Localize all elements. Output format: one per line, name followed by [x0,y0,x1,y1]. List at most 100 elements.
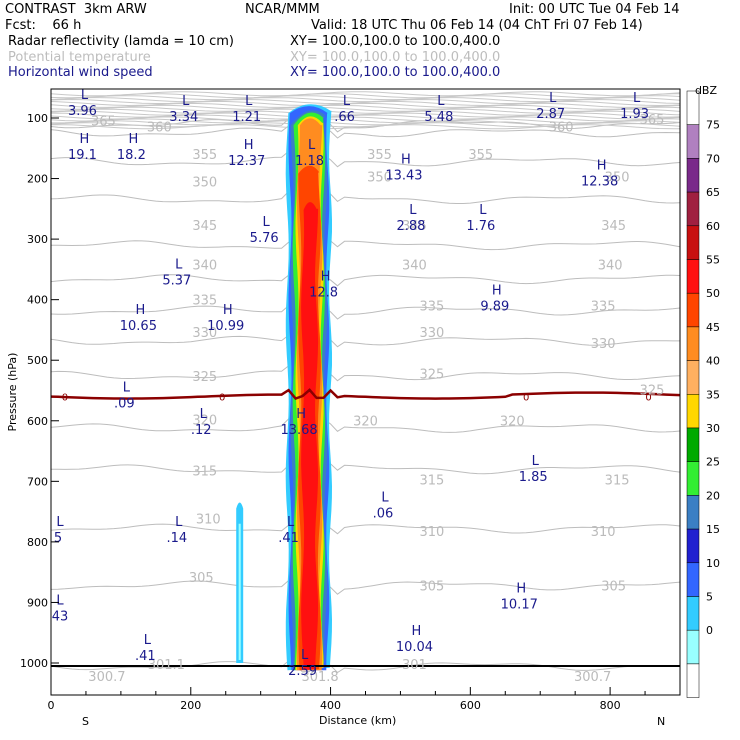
colorbar-label-5: 5 [706,591,713,604]
wind-extremum-kind: H [321,270,331,285]
isentrope-320 [51,418,680,433]
zero-contour [51,388,680,400]
isentrope-360 [51,125,680,139]
wind-extremum-9: H12.37 [228,138,265,169]
colorbar-bin-5 [686,259,700,294]
theta-label-12: 305 [189,571,214,586]
theta-label-5: 340 [192,258,217,273]
valid-time: Valid: 18 UTC Thu 06 Feb 14 (04 ChT Fri … [311,18,643,33]
wind-extremum-28: L.41 [278,515,299,546]
colorbar-label-70: 70 [706,152,720,165]
y-tick-label-800: 800 [27,536,48,549]
wind-extremum-value: 10.17 [501,597,538,612]
theta-label-32: 335 [419,300,444,315]
wind-extremum-kind: L [532,454,540,469]
colorbar-bin-17 [686,663,700,698]
wind-extremum-value: 2.88 [396,219,425,234]
colorbar-label-55: 55 [706,254,720,267]
wind-extremum-value: .12 [191,423,212,438]
wind-extremum-value: 12.37 [228,154,265,169]
wind-extremum-kind: H [244,138,254,153]
theta-label-34: 325 [419,367,444,382]
isentrope-310 [51,523,680,538]
theta-label-36: 315 [419,473,444,488]
wind-extremum-value: 5 [54,531,62,546]
wind-extremum-25: L.06 [373,491,394,522]
wind-extremum-value: .43 [48,610,69,625]
field-3-name: Horizontal wind speed [8,65,153,80]
colorbar-bin-6 [686,292,700,328]
wind-extremum-0: L3.96 [68,88,97,119]
wind-extremum-3: L.66 [334,94,355,125]
y-tick-label-1000: 1000 [20,657,48,670]
colorbar-label-30: 30 [706,422,720,435]
isentrope-300 [51,660,680,674]
x-axis-label: Distance (km) [319,714,396,727]
wind-extremum-kind: L [200,407,208,422]
x-end-label-north: N [657,715,665,728]
wind-extremum-value: 10.99 [207,319,244,334]
wind-extremum-kind: L [437,94,445,109]
wind-extremum-value: 19.1 [68,148,97,163]
isentrope-315 [51,459,680,476]
isentrope-335 [51,304,680,320]
field-3-xy: XY= 100.0,100.0 to 100.0,400.0 [290,65,501,80]
theta-label-41: 300.7 [574,670,611,685]
wind-extremum-kind: H [492,283,502,298]
wind-extremum-value: 1.21 [232,110,261,125]
field-2-xy: XY= 100.0,100.0 to 100.0,400.0 [290,50,501,65]
theta-label-27: 365 [640,113,665,128]
theta-label-16: 350 [605,171,630,186]
wind-extremum-value: 13.68 [280,423,317,438]
colorbar-label-10: 10 [706,557,720,570]
colorbar-label-35: 35 [706,388,720,401]
upper-isentrope [51,91,680,97]
wind-extremum-value: .06 [373,507,394,522]
isentrope-350 [51,188,680,204]
wind-extremum-26: L5 [54,515,65,546]
isentrope-325 [51,365,680,382]
theta-label-2: 355 [192,148,217,163]
colorbar-label-45: 45 [706,321,720,334]
theta-label-38: 305 [419,579,444,594]
wind-extremum-value: 18.2 [117,148,146,163]
wind-extremum-kind: L [81,88,89,103]
wind-extremum-value: 1.76 [466,219,495,234]
wind-extremum-value: 1.85 [519,470,548,485]
y-tick-label-200: 200 [27,173,48,186]
y-tick-label-900: 900 [27,596,48,609]
wind-extremum-kind: L [287,515,295,530]
theta-label-28: 355 [367,148,392,163]
x-end-label-south: S [82,715,89,728]
theta-label-13: 301.1 [148,658,185,673]
wind-extremum-value: 13.43 [385,169,422,184]
colorbar-bin-1 [686,124,700,159]
colorbar-bin-16 [686,629,700,665]
wind-extremum-30: H10.17 [501,581,538,612]
wind-extremum-24: L1.85 [519,454,548,485]
isentrope-345 [51,236,680,253]
theta-label-29: 350 [367,171,392,186]
y-tick-label-600: 600 [27,415,48,428]
isentrope-340 [51,274,680,288]
theta-label-37: 310 [419,525,444,540]
y-tick-label-300: 300 [27,233,48,246]
colorbar-bin-8 [686,360,700,395]
theta-label-26: 360 [549,120,574,135]
colorbar-bin-7 [686,326,700,361]
wind-extremum-kind: L [144,633,152,648]
wind-extremum-kind: L [182,94,190,109]
isentrope-355 [51,150,680,168]
upper-isentrope [51,95,680,101]
wind-extremum-kind: L [633,91,641,106]
wind-extremum-value: 10.04 [396,640,433,655]
theta-label-40: 301 [402,658,427,673]
x-tick-label-400: 400 [320,699,341,712]
wind-extremum-value: 5.76 [250,231,279,246]
theta-label-9: 320 [192,413,217,428]
wind-extremum-value: 3.96 [68,104,97,119]
wind-extremum-value: .41 [135,649,156,664]
wind-extremum-kind: H [412,624,422,639]
wind-extremum-kind: H [80,132,90,147]
